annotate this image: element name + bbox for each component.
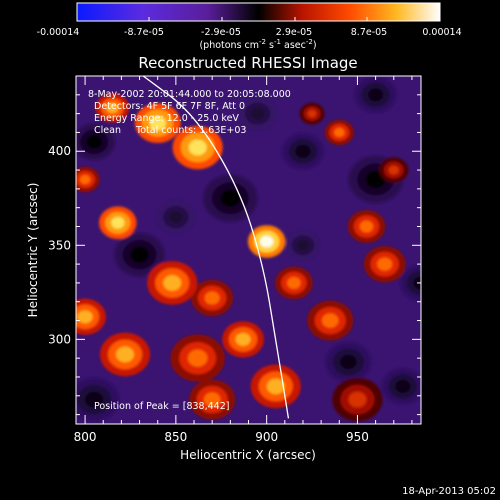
heatmap-source-core xyxy=(220,189,241,207)
colorbar-tick-label: -2.9e-05 xyxy=(201,27,241,38)
annotation-energy-range: Energy Range: 12.0 - 25.0 keV xyxy=(94,113,239,124)
colorbar-tick-label: 2.9e-05 xyxy=(276,27,312,38)
heatmap-source-core xyxy=(259,235,274,248)
heatmap-source-core xyxy=(79,174,91,185)
heatmap-source-core xyxy=(116,346,135,363)
chart-title: Reconstructed RHESSI Image xyxy=(138,54,357,72)
x-tick-label: 850 xyxy=(164,430,187,444)
heatmap-source-core xyxy=(296,240,309,251)
annotation-time-range: 8-May-2002 20:01:44.000 to 20:05:08.000 xyxy=(88,89,291,100)
y-tick-label: 300 xyxy=(48,332,71,346)
heatmap-source-core xyxy=(359,220,374,233)
heatmap-source-core xyxy=(130,246,149,263)
heatmap-source-core xyxy=(395,379,411,393)
x-tick-label: 900 xyxy=(255,430,278,444)
colorbar-unit-label: (photons cm-2 s-1 asec-2) xyxy=(199,38,316,51)
heatmap-source-core xyxy=(321,313,339,328)
heatmap-source-core xyxy=(169,211,183,223)
y-axis-label: Heliocentric Y (arcsec) xyxy=(26,183,40,318)
x-axis-label: Heliocentric X (arcsec) xyxy=(180,448,316,462)
heatmap-source-core xyxy=(86,135,102,149)
x-tick-label: 950 xyxy=(346,430,369,444)
annotation-detectors: Detectors: 4F 5F 6F 7F 8F, Att 0 xyxy=(94,101,245,112)
colorbar-tick-label: 8.7e-05 xyxy=(351,27,387,38)
heatmap-source-core xyxy=(295,144,311,158)
heatmap-source-core xyxy=(77,310,93,324)
heatmap-source-core xyxy=(377,257,393,271)
heatmap-source-core xyxy=(188,139,207,156)
heatmap-source-core xyxy=(368,88,384,102)
heatmap-source-core xyxy=(235,332,251,346)
solar-limb-line xyxy=(142,76,290,419)
heatmap-source-core xyxy=(266,378,285,395)
colorbar-tick-label: -8.7e-05 xyxy=(124,27,164,38)
annotation-clean-counts: Clean Total counts: 1.63E+03 xyxy=(94,125,246,136)
heatmap-source-core xyxy=(334,127,345,138)
heatmap-source-core xyxy=(307,109,317,118)
heatmap-source-core xyxy=(203,392,221,407)
colorbar xyxy=(76,2,441,22)
annotation-peak-position: Position of Peak = [838,442] xyxy=(94,401,229,412)
heatmap-source-core xyxy=(110,216,125,229)
colorbar-ticks xyxy=(76,17,441,21)
heatmap-source-core xyxy=(250,107,265,120)
colorbar-tick-label: -0.00014 xyxy=(37,27,80,38)
heatmap xyxy=(76,76,421,424)
heatmap-source-core xyxy=(149,115,166,131)
heatmap-source-core xyxy=(85,391,104,408)
footer-timestamp: 18-Apr-2013 05:02 xyxy=(402,486,496,497)
heatmap-sources xyxy=(76,76,421,422)
heatmap-source-core xyxy=(348,391,367,408)
heatmap-source-core xyxy=(106,102,119,114)
y-tick-label: 350 xyxy=(48,238,71,252)
heatmap-source-core xyxy=(287,277,301,289)
y-tick-label: 400 xyxy=(48,144,71,158)
heatmap-source-core xyxy=(187,349,208,367)
heatmap-source-core xyxy=(388,165,400,175)
heatmap-source-core xyxy=(340,354,357,370)
axis-ticks: 800 850 900 950 300 350 400 xyxy=(48,75,421,444)
x-tick-label: 800 xyxy=(74,430,97,444)
colorbar-tick-label: 0.00014 xyxy=(422,27,461,38)
heatmap-source-core xyxy=(163,275,182,291)
heatmap-source-core xyxy=(204,291,220,305)
